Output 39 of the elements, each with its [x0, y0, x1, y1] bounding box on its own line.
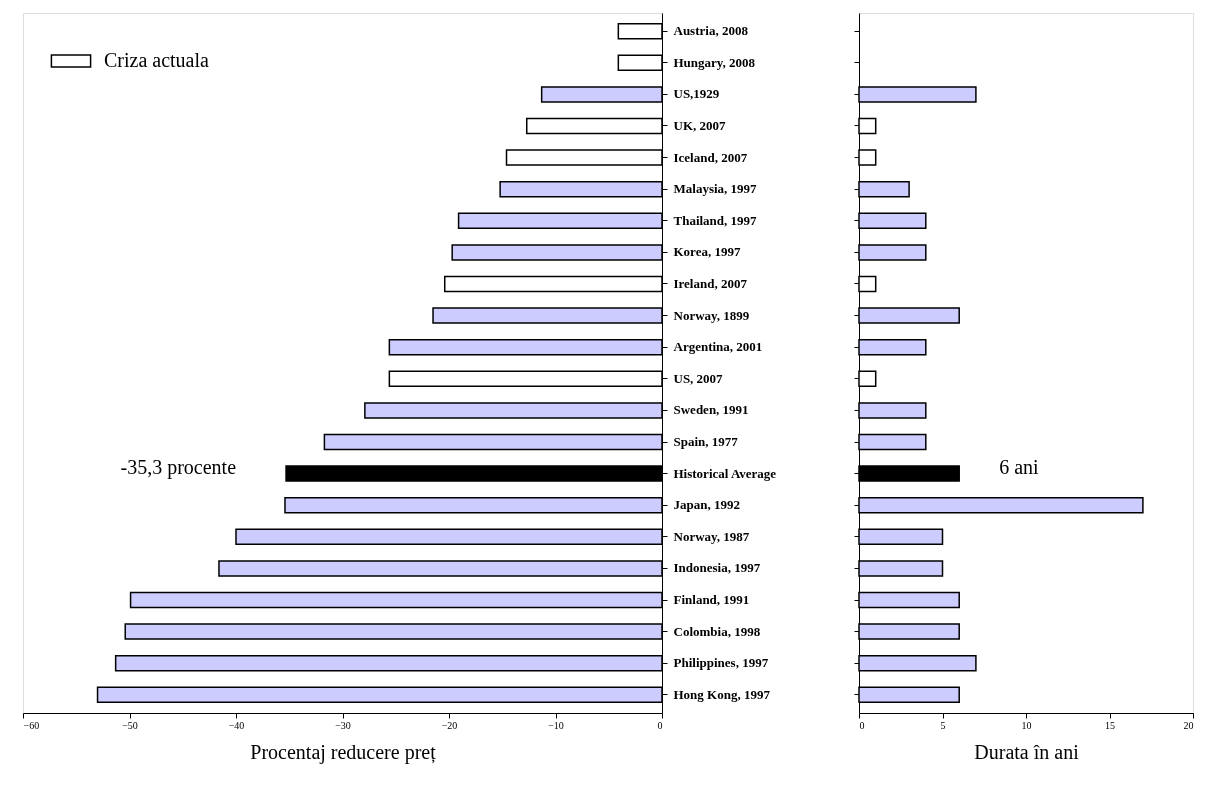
y-tick-label: Historical Average	[673, 465, 777, 481]
y-tick-label: Malaysia, 1997	[673, 181, 758, 197]
x-tick-label: −40	[228, 719, 245, 731]
y-tick-label: Spain, 1977	[673, 434, 739, 450]
x-axis-title: Procentaj reducere preț	[250, 740, 437, 764]
y-tick-label: Norway, 1987	[673, 528, 750, 544]
y-tick-label: Hungary, 2008	[673, 54, 756, 70]
y-tick-label: Thailand, 1997	[673, 212, 758, 228]
y-tick-label: Austria, 2008	[673, 23, 749, 39]
x-axis-title: Durata în ani	[974, 740, 1080, 763]
y-tick-label: Argentina, 2001	[673, 339, 763, 355]
x-tick-label: 5	[940, 719, 946, 731]
x-tick-label: −50	[122, 719, 138, 731]
x-tick-label: −60	[23, 719, 40, 731]
y-tick-label: Colombia, 1998	[673, 623, 761, 639]
y-tick-label: Hong Kong, 1997	[673, 686, 771, 702]
annotation: -35,3 procente	[120, 455, 237, 479]
y-tick-label: Iceland, 2007	[673, 149, 748, 165]
y-tick-label: Japan, 1992	[673, 497, 740, 513]
x-tick-label: 10	[1021, 719, 1032, 731]
y-tick-label: Ireland, 2007	[673, 275, 748, 291]
annotation: 6 ani	[999, 455, 1040, 478]
y-tick-label: Finland, 1991	[673, 592, 750, 608]
x-tick-label: −30	[335, 719, 351, 731]
legend-label: Criza actuala	[104, 49, 210, 71]
y-tick-label: Sweden, 1991	[673, 402, 749, 418]
y-tick-label: UK, 2007	[673, 117, 726, 133]
y-tick-label: Korea, 1997	[673, 244, 741, 260]
x-tick-label: −20	[441, 719, 458, 731]
x-tick-label: 15	[1105, 719, 1115, 731]
y-tick-label: Norway, 1899	[673, 307, 750, 323]
x-tick-label: −10	[548, 719, 564, 731]
x-tick-label: 0	[859, 719, 865, 731]
y-tick-label: US,1929	[673, 86, 720, 102]
x-tick-label: 20	[1183, 719, 1194, 731]
y-tick-label: Philippines, 1997	[673, 655, 769, 671]
y-tick-label: Indonesia, 1997	[673, 560, 761, 576]
x-tick-label: 0	[657, 719, 663, 731]
y-tick-label: US, 2007	[673, 370, 724, 386]
